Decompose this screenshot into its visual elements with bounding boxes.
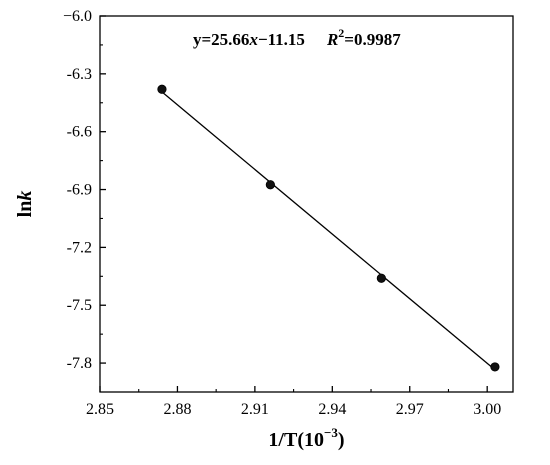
r2-sup: 2 <box>338 26 344 40</box>
fit-line <box>161 91 496 371</box>
r2-value: =0.9987 <box>344 30 401 49</box>
y-tick-label: -7.2 <box>67 239 92 256</box>
x-axis-label-sup: −3 <box>324 425 338 440</box>
y-tick-label: −6.0 <box>63 8 92 25</box>
data-point <box>265 180 275 190</box>
x-tick-label: 2.91 <box>241 401 269 418</box>
y-tick-label: -7.8 <box>67 355 92 372</box>
y-tick-label: -6.3 <box>67 66 92 83</box>
y-axis-label: lnk <box>14 191 36 218</box>
equation-part-3: −11.15 <box>258 30 305 49</box>
y-axis-label-main: ln <box>14 201 36 218</box>
data-point <box>157 84 167 94</box>
equation-part-1: y=25.66 <box>193 30 249 49</box>
x-tick-label: 3.00 <box>473 401 501 418</box>
y-tick-label: -6.6 <box>67 124 92 141</box>
fit-annotation: y=25.66x−11.15 R2=0.9987 <box>193 26 401 49</box>
plot-area-frame <box>99 15 514 393</box>
equation-part-2: x <box>248 30 258 49</box>
x-axis-label-tail: ) <box>338 429 345 451</box>
x-tick-label: 2.94 <box>318 401 346 418</box>
x-tick-label: 2.88 <box>163 401 191 418</box>
data-point <box>376 273 386 283</box>
x-axis-label-main: 1/T(10 <box>268 429 324 451</box>
y-tick-label: -6.9 <box>67 182 92 199</box>
x-axis-ticks: 2.85 2.88 2.91 2.94 2.97 3.00 <box>86 386 501 418</box>
data-point <box>490 362 500 372</box>
x-axis-label: 1/T(10−3) <box>268 425 344 451</box>
y-tick-label: -7.5 <box>67 297 92 314</box>
y-axis-label-italic: k <box>14 191 36 201</box>
x-tick-label: 2.85 <box>86 401 114 418</box>
points-layer <box>157 84 500 372</box>
x-tick-label: 2.97 <box>396 401 424 418</box>
r2-label: R <box>326 30 338 49</box>
fit-layer <box>161 91 496 371</box>
